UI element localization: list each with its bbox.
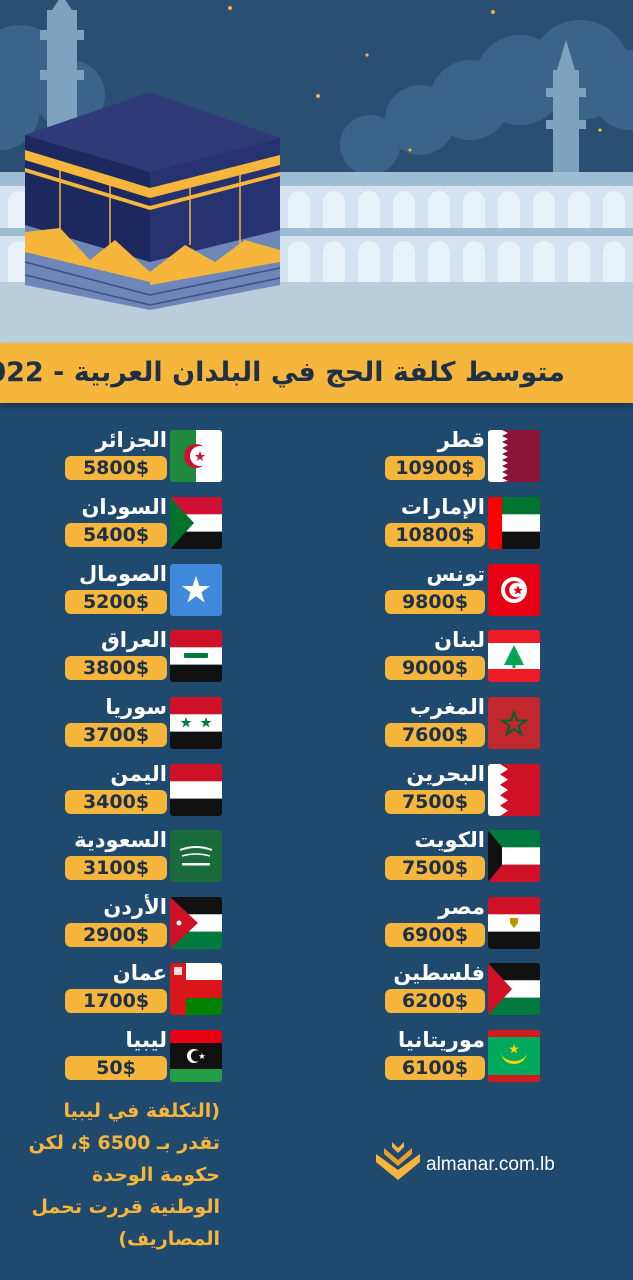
country-name: عمان	[112, 961, 167, 985]
price-badge: 3700$	[65, 723, 167, 747]
entry-yemen: اليمن 3400$	[60, 762, 225, 820]
country-name: فلسطين	[393, 961, 485, 985]
kaaba-illustration	[0, 0, 633, 345]
price-badge: 6900$	[385, 923, 485, 947]
entry-lebanon: لبنان 9000$	[380, 628, 545, 686]
morocco-flag-icon	[488, 697, 540, 749]
palestine-flag-icon	[488, 963, 540, 1015]
entry-egypt: مصر 6900$	[380, 895, 545, 953]
entry-kuwait: الكويت 7500$	[380, 828, 545, 886]
country-name: موريتانيا	[398, 1028, 485, 1052]
price-badge: 5800$	[65, 456, 167, 480]
price-badge: 9000$	[385, 656, 485, 680]
entry-uae: الإمارات 10800$	[380, 495, 545, 553]
price-badge: 6200$	[385, 989, 485, 1013]
entry-qatar: قطر 10900$	[380, 428, 545, 486]
jordan-flag-icon	[170, 897, 222, 949]
entry-algeria: الجزائر 5800$	[60, 428, 225, 486]
syria-flag-icon	[170, 697, 222, 749]
country-name: العراق	[101, 628, 167, 652]
country-name: مصر	[438, 895, 485, 919]
country-name: الجزائر	[95, 428, 167, 452]
price-badge: 1700$	[65, 989, 167, 1013]
oman-flag-icon	[170, 963, 222, 1015]
entry-morocco: المغرب 7600$	[380, 695, 545, 753]
entry-libya: ليبيا 50$	[60, 1028, 225, 1086]
entry-tunisia: تونس 9800$	[380, 562, 545, 620]
country-name: الأردن	[103, 895, 167, 919]
country-name: سوريا	[105, 695, 167, 719]
entry-sudan: السودان 5400$	[60, 495, 225, 553]
entry-iraq: العراق 3800$	[60, 628, 225, 686]
tunisia-flag-icon	[488, 564, 540, 616]
entry-bahrain: البحرين 7500$	[380, 762, 545, 820]
qatar-flag-icon	[488, 430, 540, 482]
country-name: ليبيا	[125, 1028, 168, 1052]
price-badge: 2900$	[65, 923, 167, 947]
iraq-flag-icon	[170, 630, 222, 682]
price-badge: 3800$	[65, 656, 167, 680]
yemen-flag-icon	[170, 764, 222, 816]
price-badge: 10900$	[385, 456, 485, 480]
price-badge: 7500$	[385, 856, 485, 880]
country-name: قطر	[437, 428, 485, 452]
price-badge: 7600$	[385, 723, 485, 747]
country-name: المغرب	[409, 695, 485, 719]
brand: almanar.com.lb	[372, 1140, 572, 1190]
kuwait-flag-icon	[488, 830, 540, 882]
algeria-flag-icon	[170, 430, 222, 482]
country-name: البحرين	[406, 762, 485, 786]
somalia-flag-icon	[170, 564, 222, 616]
entry-syria: سوريا 3700$	[60, 695, 225, 753]
page-title: متوسط كلفة الحج في البلدان العربية - 202…	[0, 357, 565, 388]
price-badge: 3400$	[65, 790, 167, 814]
title-banner: متوسط كلفة الحج في البلدان العربية - 202…	[0, 343, 633, 403]
entry-jordan: الأردن 2900$	[60, 895, 225, 953]
country-name: لبنان	[434, 628, 485, 652]
price-badge: 7500$	[385, 790, 485, 814]
country-name: السودان	[81, 495, 167, 519]
libya-flag-icon	[170, 1030, 222, 1082]
price-badge: 5200$	[65, 590, 167, 614]
sudan-flag-icon	[170, 497, 222, 549]
libya-footnote: (التكلفة في ليبيا تقدر بـ 6500 $، لكن حك…	[28, 1100, 220, 1250]
country-name: السعودية	[74, 828, 167, 852]
entry-saudi: السعودية 3100$	[60, 828, 225, 886]
almanar-logo-icon	[376, 1142, 420, 1180]
country-name: الكويت	[414, 828, 485, 852]
price-badge: 3100$	[65, 856, 167, 880]
entry-oman: عمان 1700$	[60, 961, 225, 1019]
egypt-flag-icon	[488, 897, 540, 949]
bahrain-flag-icon	[488, 764, 540, 816]
price-badge: 5400$	[65, 523, 167, 547]
price-badge: 50$	[65, 1056, 167, 1080]
country-name: الصومال	[78, 562, 167, 586]
brand-url: almanar.com.lb	[426, 1154, 555, 1175]
mauritania-flag-icon	[488, 1030, 540, 1082]
country-name: تونس	[426, 562, 485, 586]
saudi-flag-icon	[170, 830, 222, 882]
lebanon-flag-icon	[488, 630, 540, 682]
uae-flag-icon	[488, 497, 540, 549]
entry-somalia: الصومال 5200$	[60, 562, 225, 620]
country-name: الإمارات	[400, 495, 485, 519]
price-badge: 10800$	[385, 523, 485, 547]
price-badge: 6100$	[385, 1056, 485, 1080]
entry-palestine: فلسطين 6200$	[380, 961, 545, 1019]
country-name: اليمن	[110, 762, 167, 786]
entry-mauritania: موريتانيا 6100$	[380, 1028, 545, 1086]
price-badge: 9800$	[385, 590, 485, 614]
